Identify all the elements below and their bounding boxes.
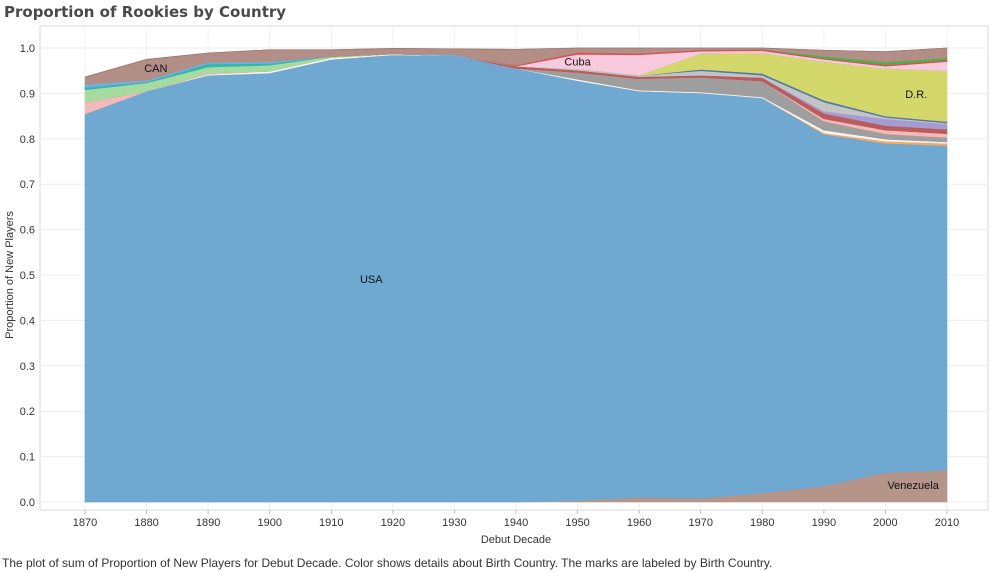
x-tick-label: 2010 [935,517,959,529]
chart-caption: The plot of sum of Proportion of New Pla… [2,556,773,570]
x-tick-label: 1980 [750,517,774,529]
x-tick-label: 1920 [381,517,405,529]
x-tick-label: 1890 [196,517,220,529]
y-tick-label: 0.3 [20,361,35,373]
area-label-venezuela: Venezuela [887,480,939,492]
area-label-cuba: Cuba [564,57,591,69]
y-tick-label: 0.9 [20,88,35,100]
y-tick-label: 0.4 [20,315,35,327]
y-tick-label: 0.2 [20,406,35,418]
y-tick-label: 0.1 [20,452,35,464]
plot-frame [39,25,989,511]
y-tick-label: 0.8 [20,134,35,146]
area-label-can: CAN [144,63,167,75]
x-tick-label: 1870 [73,517,97,529]
y-axis-title: Proportion of New Players [4,211,16,339]
x-tick-label: 1960 [627,517,651,529]
x-tick-label: 1940 [504,517,528,529]
x-tick-label: 1910 [319,517,343,529]
x-axis-title: Debut Decade [481,534,551,546]
x-tick-label: 1990 [812,517,836,529]
y-tick-label: 1.0 [20,43,35,55]
x-tick-label: 1930 [442,517,466,529]
x-tick-label: 1900 [257,517,281,529]
x-tick-label: 1950 [565,517,589,529]
x-tick-label: 1880 [134,517,158,529]
label-layer: Venezuela USA D.R. Cuba CAN [144,57,940,493]
top-edge-line [84,47,948,78]
x-tick-label: 1970 [688,517,712,529]
x-tick-label: 2000 [873,517,897,529]
y-tick-label: 0.7 [20,179,35,191]
area-layer [84,47,948,503]
y-tick-label: 0.5 [20,270,35,282]
chart-title: Proportion of Rookies by Country [4,3,287,21]
area-label-d-r: D.R. [905,89,927,101]
area-label-usa: USA [360,274,383,286]
y-tick-label: 0.6 [20,225,35,237]
y-tick-label: 0.0 [20,497,35,509]
axis-layer: 0.0 0.1 0.2 0.3 0.4 0.5 0.6 0.7 0.8 0.9 1.0 1870 188… [4,43,959,546]
